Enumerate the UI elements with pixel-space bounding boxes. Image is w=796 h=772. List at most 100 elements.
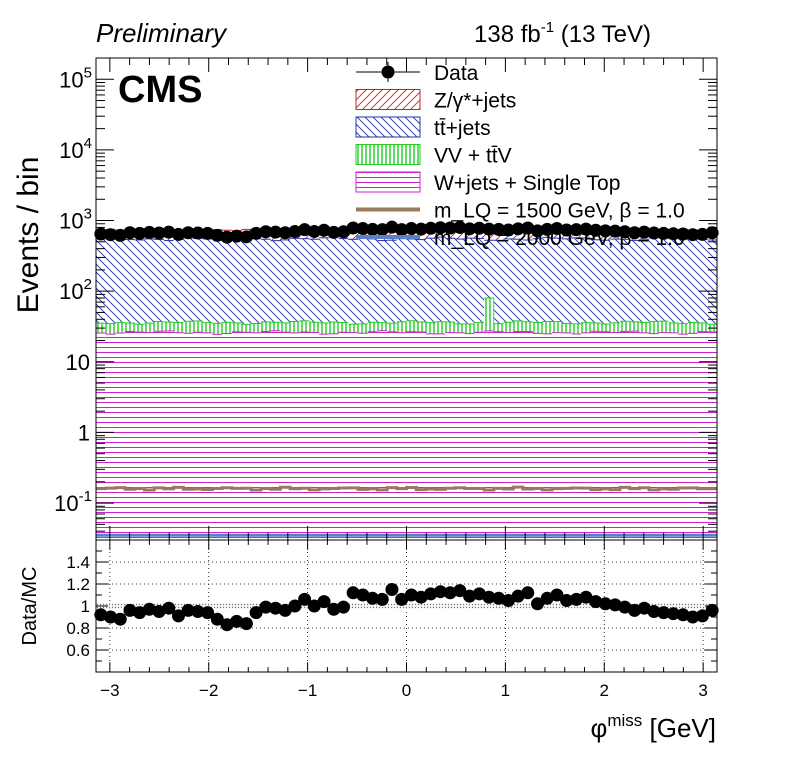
ratio-y-tick-label: 1.4: [66, 553, 90, 572]
stack-bar: [561, 332, 572, 540]
data-point: [307, 224, 321, 238]
y-tick-exponent: 2: [84, 276, 92, 293]
main-x-axis-ticks: [109, 58, 704, 540]
ratio-point: [162, 601, 176, 615]
data-point: [589, 223, 603, 237]
data-point: [259, 225, 273, 239]
stacked-histograms: [96, 228, 718, 541]
stack-bar: [474, 332, 485, 540]
ratio-point: [453, 584, 467, 598]
data-point: [123, 226, 137, 240]
data-point: [356, 222, 370, 236]
data-points: [94, 220, 719, 244]
preliminary-label: Preliminary: [96, 18, 228, 48]
stack-bar: [435, 333, 446, 540]
stack-bar: [328, 333, 339, 540]
legend-item: Z/γ*+jets: [355, 89, 516, 113]
main-y-axis-title: Events / bin: [12, 157, 45, 314]
ratio-point: [366, 591, 380, 605]
legend-swatch-fill: [355, 116, 421, 138]
data-point: [346, 221, 360, 235]
ratio-point: [191, 605, 205, 618]
data-point: [94, 227, 108, 241]
legend-swatch-fill: [355, 144, 421, 165]
y-tick-base: 10: [66, 350, 90, 375]
stack-bar: [338, 332, 349, 540]
ratio-band: [96, 602, 717, 610]
ratio-point: [375, 592, 389, 606]
stack-bar: [125, 331, 136, 540]
data-point: [598, 224, 612, 238]
data-point: [269, 225, 283, 239]
data-point: [191, 226, 205, 240]
legend-label: W+jets + Single Top: [434, 172, 620, 195]
y-tick-label: 103: [59, 206, 92, 234]
legend-swatch-marker: [381, 65, 395, 79]
legend-label: tt̄+jets: [434, 117, 491, 140]
data-point: [686, 228, 700, 242]
ratio-point: [346, 586, 360, 600]
legend-item: W+jets + Single Top: [355, 171, 620, 195]
signal-line-mlq1500: [96, 485, 717, 492]
stack-bar: [154, 331, 165, 540]
stack-bar: [581, 332, 592, 540]
stack-bar: [183, 333, 194, 540]
ratio-y-tick-label: 0.6: [66, 641, 90, 660]
stack-bar: [280, 332, 291, 540]
stack-bar: [522, 331, 533, 540]
legend-item: Data: [356, 62, 479, 85]
ratio-point: [560, 594, 574, 607]
x-tick-label: 3: [698, 681, 707, 700]
ratio-point: [123, 603, 137, 617]
legend-swatch-fill: [355, 89, 421, 110]
data-point: [152, 226, 166, 240]
luminosity-label: 138 fb-1 (13 TeV): [474, 19, 651, 48]
ratio-point: [521, 586, 535, 600]
x-tick-label: 0: [402, 681, 411, 700]
ratio-point: [269, 601, 283, 615]
stack-bar: [222, 333, 233, 540]
ratio-point: [492, 591, 506, 605]
x-tick-label: 2: [600, 681, 609, 700]
ratio-y-axis-title: Data/MC: [19, 567, 41, 646]
ratio-point: [598, 597, 612, 611]
stack-bar: [319, 334, 330, 540]
stack-bar: [610, 332, 621, 540]
ratio-point: [676, 608, 690, 622]
data-point: [550, 222, 564, 236]
ratio-point: [181, 603, 195, 617]
ratio-point: [113, 612, 127, 626]
ratio-point: [298, 592, 312, 606]
x-axis-title: φmiss [GeV]: [590, 711, 716, 743]
stack-bar: [571, 333, 582, 540]
stack-bar: [299, 332, 310, 540]
stack-bar: [542, 333, 553, 540]
data-point: [288, 224, 302, 238]
stack-bar: [532, 333, 543, 540]
data-point: [201, 226, 215, 240]
ratio-point: [433, 585, 447, 599]
data-point: [695, 227, 709, 241]
ratio-point: [239, 617, 253, 631]
data-point: [647, 226, 661, 240]
ratio-y-tick-label: 0.8: [66, 619, 90, 638]
stack-bar: [377, 330, 388, 540]
ratio-point: [336, 600, 350, 614]
y-tick-label: 10-1: [54, 488, 92, 516]
ratio-point: [259, 600, 273, 614]
stack-bar: [193, 332, 204, 540]
data-point: [366, 222, 380, 236]
ratio-point: [569, 592, 583, 606]
stack-bar: [367, 331, 378, 540]
stack-bar: [503, 332, 514, 540]
y-tick-label: 10: [66, 350, 90, 375]
stack-bar: [484, 330, 495, 540]
legend-item: m_LQ = 2000 GeV, β = 1.0: [356, 227, 685, 250]
legend-item: tt̄+jets: [355, 116, 491, 140]
legend-item: VV + tt̄V: [355, 144, 512, 168]
y-tick-exponent: 5: [84, 64, 92, 81]
stack-bar: [416, 332, 427, 540]
ratio-point: [327, 602, 341, 616]
ratio-point: [210, 612, 224, 626]
